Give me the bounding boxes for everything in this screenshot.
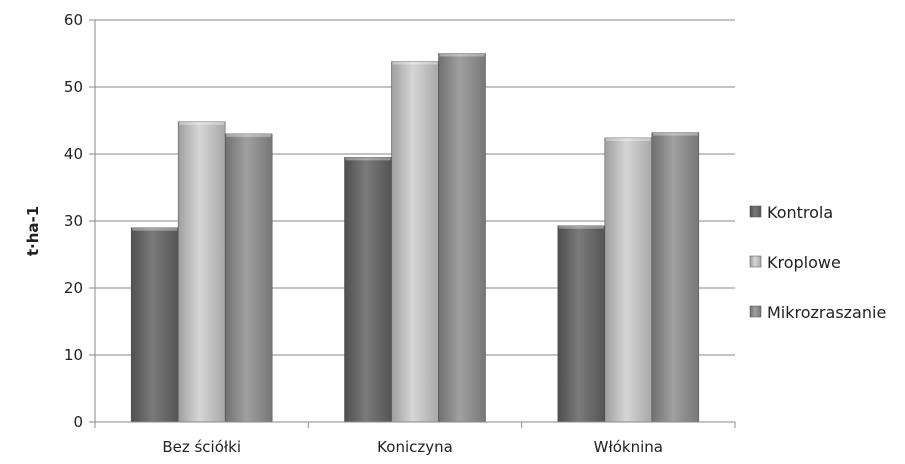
bars [130,53,700,423]
bar-highlight [392,61,438,65]
bar-kontrola-1 [130,227,179,423]
y-tick-label: 10 [64,346,83,364]
bar-highlight [652,132,698,136]
bar-highlight [226,133,272,137]
category-label: Bez ściółki [162,438,241,456]
bar-highlight [558,225,604,229]
y-tick-label: 0 [73,413,83,431]
bar-highlight [345,157,391,161]
legend-swatch-mikrozraszanie [749,305,762,318]
y-tick-label: 30 [64,212,83,230]
legend-label-kroplowe: Kroplowe [767,253,841,272]
y-tick-labels: 0 10 20 30 40 50 60 [64,11,83,431]
bar-highlight [179,121,225,125]
category-labels: Bez ściółki Koniczyna Włóknina [162,438,663,456]
bar-highlight [132,227,178,231]
bar-kroplowe-1 [177,121,226,423]
bar-highlight [605,137,651,141]
bar-kroplowe-3 [604,137,653,423]
bar-mikrozraszanie-3 [651,132,700,423]
category-label: Koniczyna [377,438,453,456]
y-tick-label: 40 [64,145,83,163]
y-axis-label: t·ha-1 [24,206,42,256]
bar-mikrozraszanie-2 [438,53,486,423]
legend-swatch-kroplowe [749,255,762,268]
bar-highlight [439,53,485,57]
bar-kontrola-3 [557,225,606,423]
bar-kontrola-2 [344,157,392,423]
y-tick-label: 20 [64,279,83,297]
bar-mikrozraszanie-1 [224,133,273,423]
bar-kroplowe-2 [391,61,439,423]
category-label: Włóknina [594,438,663,456]
legend: Kontrola Kroplowe Mikrozraszanie [749,203,886,322]
y-tick-label: 60 [64,11,83,29]
legend-swatch-kontrola [749,205,762,218]
y-tick-label: 50 [64,78,83,96]
legend-label-kontrola: Kontrola [767,203,833,222]
axes [94,20,736,428]
legend-label-mikrozraszanie: Mikrozraszanie [767,303,886,322]
